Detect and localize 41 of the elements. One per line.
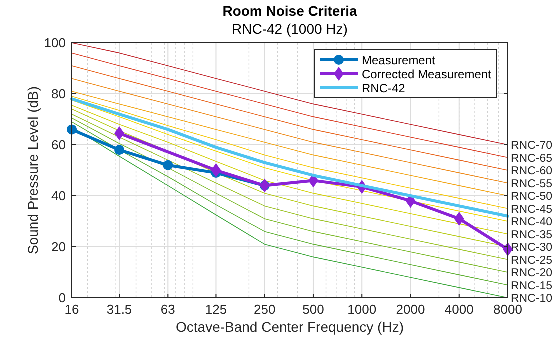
chart-title: Room Noise Criteria bbox=[222, 3, 358, 19]
x-tick-label: 31.5 bbox=[106, 302, 132, 317]
series-label: RNC-15 bbox=[511, 280, 553, 292]
y-tick-label: 100 bbox=[44, 36, 66, 50]
x-tick-label: 4000 bbox=[444, 302, 474, 317]
legend-label: RNC-42 bbox=[362, 82, 406, 96]
legend-label: Measurement bbox=[362, 54, 436, 68]
series-label: RNC-10 bbox=[511, 293, 553, 305]
chart-subtitle: RNC-42 (1000 Hz) bbox=[232, 21, 348, 37]
series-label: RNC-60 bbox=[511, 166, 553, 178]
x-tick-label: 125 bbox=[205, 302, 228, 317]
x-tick-label: 1000 bbox=[348, 302, 377, 317]
x-tick-label: 500 bbox=[302, 302, 324, 317]
series-label: RNC-40 bbox=[511, 216, 553, 228]
x-tick-label: 2000 bbox=[396, 302, 426, 317]
series-label: RNC-45 bbox=[511, 204, 553, 216]
series-label: RNC-65 bbox=[511, 152, 553, 165]
y-tick-label: 60 bbox=[52, 138, 66, 152]
x-axis-title: Octave-Band Center Frequency (Hz) bbox=[176, 319, 404, 335]
y-axis-title: Sound Pressure Level (dB) bbox=[25, 86, 41, 255]
series-label: RNC-55 bbox=[511, 178, 553, 190]
series-label: RNC-30 bbox=[511, 242, 553, 254]
x-tick-label: 63 bbox=[160, 302, 176, 317]
line-series bbox=[72, 78, 508, 184]
y-tick-label: 0 bbox=[58, 290, 66, 306]
series-label: RNC-70 bbox=[511, 140, 553, 152]
x-tick-label: 8000 bbox=[494, 302, 522, 317]
y-tick-label: 80 bbox=[52, 86, 66, 102]
series-label: RNC-20 bbox=[511, 268, 553, 280]
series-label: RNC-50 bbox=[511, 191, 553, 203]
line-series bbox=[72, 52, 508, 158]
y-tick-label: 40 bbox=[52, 188, 66, 204]
x-tick-label: 16 bbox=[64, 302, 80, 317]
y-tick-label: 20 bbox=[52, 240, 66, 254]
legend-label: Corrected Measurement bbox=[362, 68, 492, 82]
x-tick-label: 250 bbox=[254, 302, 276, 317]
line-series bbox=[72, 42, 508, 146]
series-label: RNC-25 bbox=[511, 254, 553, 267]
line-series bbox=[72, 66, 508, 171]
series-label: RNC-35 bbox=[511, 229, 553, 242]
line-series bbox=[72, 91, 508, 196]
